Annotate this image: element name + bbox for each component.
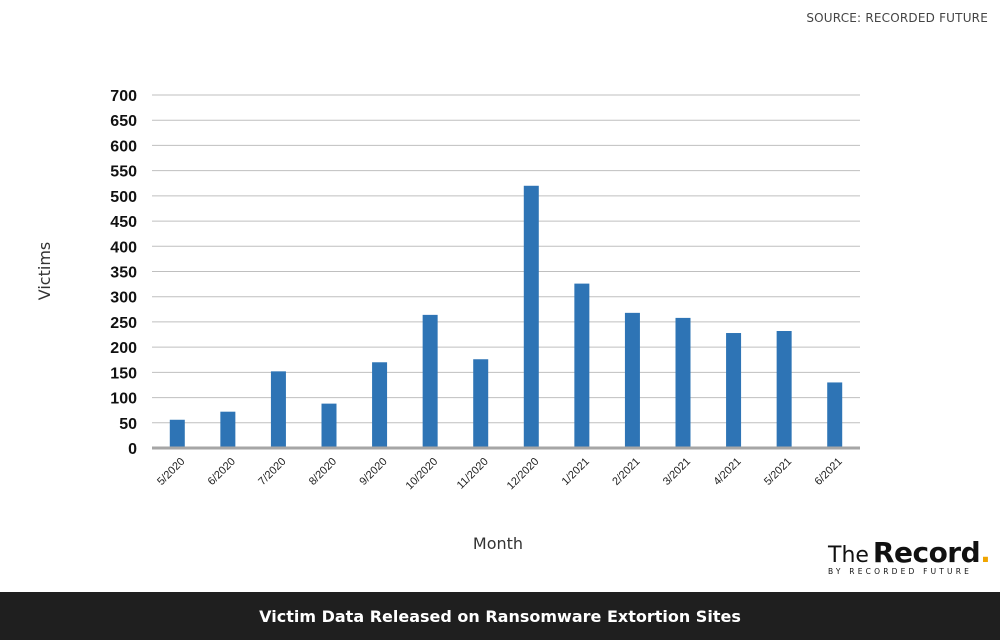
bar [220, 411, 236, 448]
bar-chart: 0 50 100 150 200 250 300 350 400 450 500 550 600 650 7… [35, 88, 860, 553]
y-tick-labels: 0 50 100 150 200 250 300 350 400 450 500 550 600 650 7… [110, 88, 137, 458]
bar [523, 185, 539, 448]
y-tick-label: 450 [110, 214, 137, 231]
logo-byline: BY RECORDED FUTURE [828, 567, 973, 576]
source-label: SOURCE: RECORDED FUTURE [806, 11, 988, 25]
x-tick-label: 9/2020 [357, 456, 389, 488]
x-tick-label: 2/2021 [610, 456, 642, 488]
bars [169, 185, 843, 448]
bar [726, 333, 742, 448]
bar [422, 314, 438, 448]
y-tick-label: 600 [110, 138, 137, 155]
y-axis-label: Victims [35, 242, 54, 300]
x-tick-label: 8/2020 [307, 456, 339, 488]
x-tick-label: 10/2020 [404, 456, 441, 493]
x-tick-label: 6/2021 [813, 456, 845, 488]
grid-lines [152, 94, 860, 424]
y-tick-label: 500 [110, 189, 137, 206]
y-tick-label: 350 [110, 265, 137, 282]
bar [473, 359, 489, 448]
bar [624, 312, 640, 448]
y-tick-label: 100 [110, 391, 137, 408]
x-tick-label: 5/2021 [762, 456, 794, 488]
bar [169, 419, 185, 448]
y-tick-label: 700 [110, 88, 137, 105]
bar [270, 371, 286, 448]
y-tick-label: 150 [110, 365, 137, 382]
bar [321, 403, 337, 448]
x-tick-label: 5/2020 [155, 456, 187, 488]
x-tick-label: 7/2020 [256, 456, 288, 488]
bar [372, 362, 388, 448]
x-axis-label: Month [473, 534, 523, 553]
y-tick-label: 0 [128, 441, 137, 458]
x-tick-label: 3/2021 [661, 456, 693, 488]
y-tick-label: 250 [110, 315, 137, 332]
x-tick-label: 6/2020 [206, 456, 238, 488]
bar [776, 331, 792, 448]
footer-title-bar: Victim Data Released on Ransomware Extor… [0, 592, 1000, 640]
y-tick-label: 50 [119, 416, 137, 433]
x-tick-label: 12/2020 [505, 456, 542, 493]
bar [827, 382, 843, 448]
logo-the: The [828, 543, 869, 568]
y-tick-label: 300 [110, 290, 137, 307]
logo-record: Record [872, 536, 981, 569]
bar [574, 283, 590, 448]
x-tick-label: 4/2021 [711, 456, 743, 488]
x-tick-labels: 5/2020 6/2020 7/2020 8/2020 9/2020 10/2020 11/… [155, 456, 845, 493]
x-tick-label: 11/2020 [455, 456, 491, 492]
y-tick-label: 400 [110, 239, 137, 256]
the-record-logo: The Record . BY RECORDED FUTURE [828, 536, 991, 576]
footer-title: Victim Data Released on Ransomware Extor… [259, 606, 741, 626]
bar [675, 317, 691, 448]
y-tick-label: 650 [110, 113, 137, 130]
y-tick-label: 200 [110, 340, 137, 357]
y-tick-label: 550 [110, 164, 137, 181]
x-tick-label: 1/2021 [560, 456, 592, 488]
logo-dot: . [980, 536, 991, 569]
